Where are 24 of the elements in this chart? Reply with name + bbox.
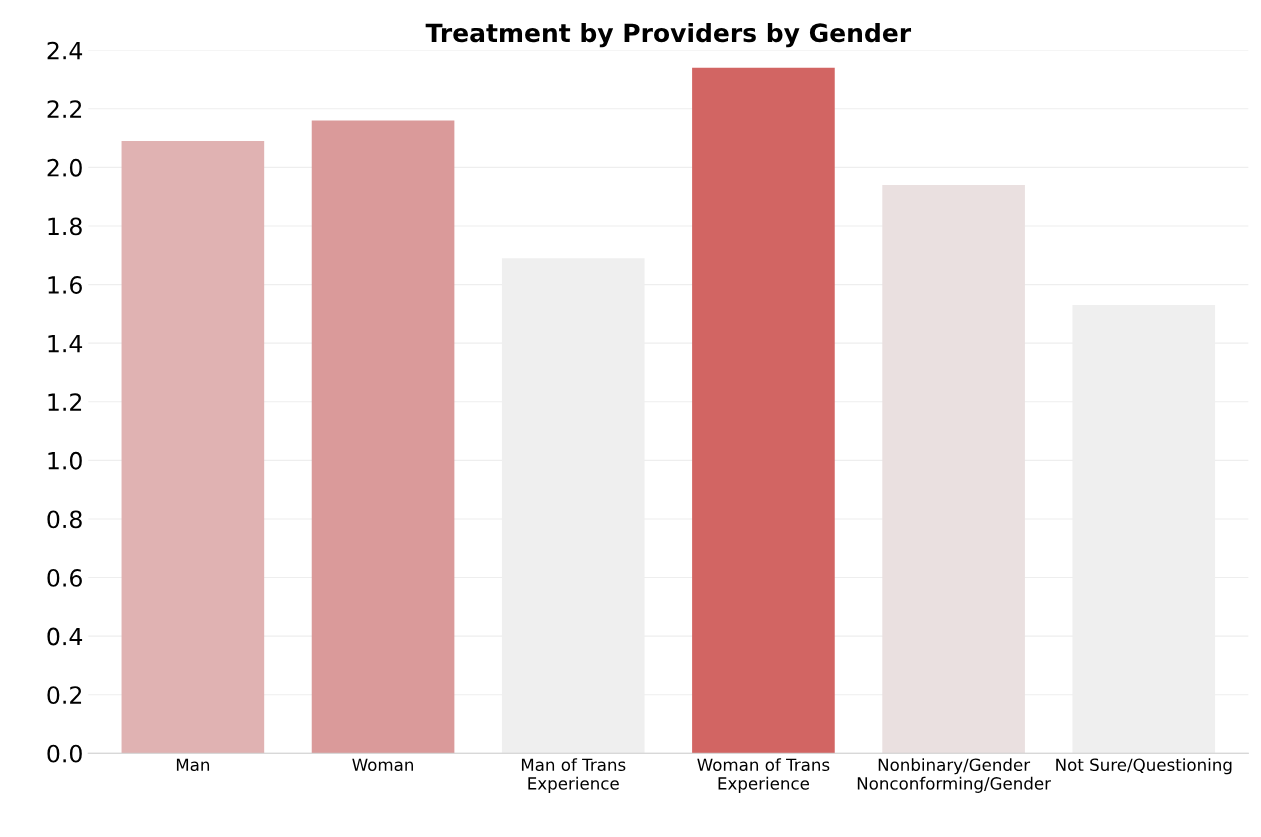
bar bbox=[882, 184, 1025, 754]
y-tick-label: 0.2 bbox=[47, 686, 82, 705]
y-tick-label: 1.0 bbox=[48, 451, 82, 470]
y-tick-label: 0.0 bbox=[47, 744, 82, 763]
x-tick-label: Woman bbox=[352, 758, 413, 772]
y-tick-label: 0.4 bbox=[47, 627, 83, 646]
y-tick-label: 2.4 bbox=[47, 41, 83, 60]
x-tick-label: Nonbinary/Gender Nonconforming/Gender bbox=[857, 758, 1052, 793]
bar bbox=[311, 120, 455, 754]
chart-title: Treatment by Providers by Gender bbox=[425, 22, 912, 48]
y-tick-label: 1.2 bbox=[48, 393, 82, 411]
y-tick-label: 0.6 bbox=[47, 568, 82, 587]
y-tick-label: 1.4 bbox=[48, 334, 83, 353]
y-tick-label: 0.8 bbox=[47, 510, 82, 529]
x-tick-label: Man bbox=[176, 758, 210, 772]
y-tick-label: 1.6 bbox=[48, 276, 82, 294]
x-tick-label: Man of Trans Experience bbox=[521, 758, 626, 793]
bar bbox=[121, 141, 265, 754]
x-tick-label: Woman of Trans Experience bbox=[697, 758, 830, 793]
y-tick-label: 2.2 bbox=[47, 100, 82, 118]
y-tick-label: 1.8 bbox=[48, 217, 82, 236]
x-tick-label: Not Sure/Questioning bbox=[1056, 758, 1232, 775]
y-tick-label: 2.0 bbox=[47, 158, 82, 177]
bar bbox=[692, 67, 835, 754]
